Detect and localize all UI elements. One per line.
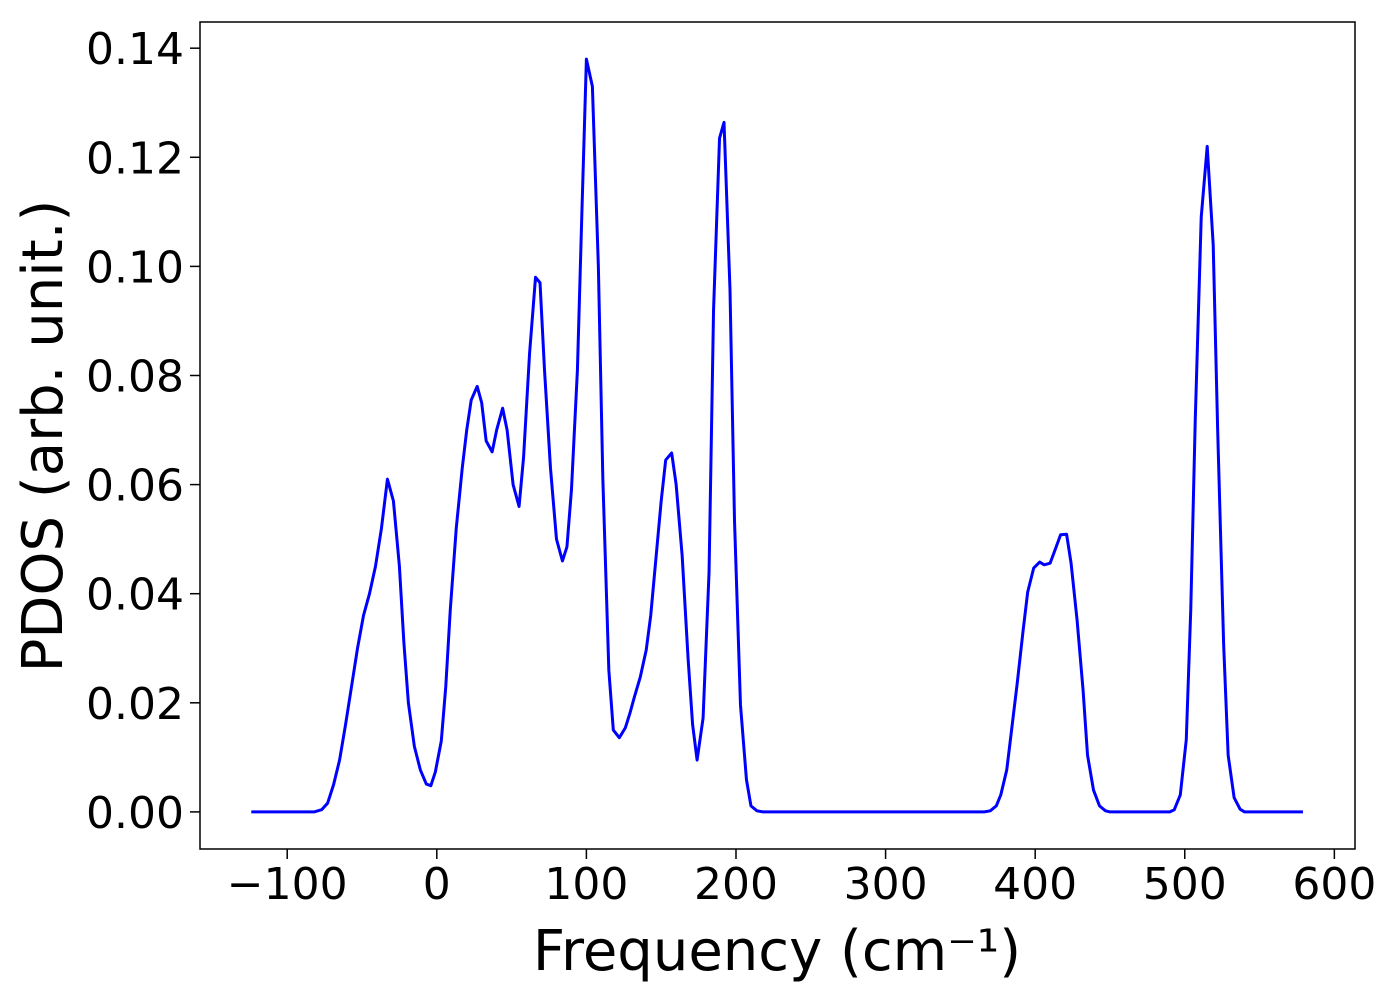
y-tick-label: 0.04	[86, 570, 184, 621]
x-tick-label: 100	[544, 859, 628, 910]
x-tick-label: 300	[844, 859, 928, 910]
x-tick-label: 200	[694, 859, 778, 910]
plot-frame	[199, 21, 1356, 850]
line	[251, 57, 1303, 814]
y-tick-label: 0.10	[86, 242, 184, 293]
y-tick-label: 0.02	[86, 679, 184, 730]
x-tick-label: 600	[1292, 859, 1376, 910]
y-tick-label: 0.12	[86, 133, 184, 184]
x-tick-label: −100	[227, 859, 348, 910]
y-tick-label: 0.06	[86, 461, 184, 512]
y-tick-label: 0.14	[86, 24, 184, 75]
x-tick-label: 400	[993, 859, 1077, 910]
x-axis-label: Frequency (cm⁻¹)	[533, 919, 1021, 984]
y-axis-label: PDOS (arb. unit.)	[11, 200, 76, 673]
y-tick-label: 0.00	[86, 788, 184, 839]
y-tick-label: 0.08	[86, 351, 184, 402]
x-tick-label: 500	[1143, 859, 1227, 910]
x-tick-label: 0	[423, 859, 451, 910]
